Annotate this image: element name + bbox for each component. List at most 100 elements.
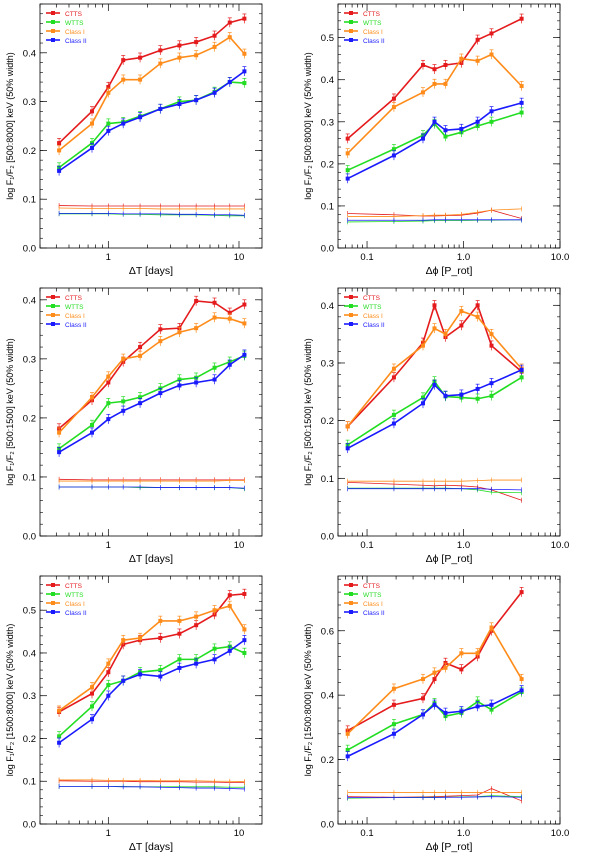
legend-marker — [51, 295, 55, 299]
legend-label: CTTS — [65, 583, 83, 590]
panel-row1-right: 0.1 1.0 10.0 0.0 0.1 0.2 0.3 0.4 0.5 Δϕ [P_rot] lo… — [303, 3, 569, 277]
y-tick-label: 0.2 — [321, 159, 334, 170]
data-point — [420, 63, 425, 67]
y-tick-label: 0.3 — [321, 358, 334, 369]
legend-marker — [51, 313, 55, 317]
plot-frame — [337, 3, 561, 249]
legend-marker — [349, 322, 353, 326]
data-point — [443, 710, 448, 715]
data-point — [345, 168, 350, 173]
series-wtts — [57, 641, 247, 790]
data-point — [459, 392, 464, 397]
data-point — [194, 298, 199, 303]
data-point — [227, 648, 232, 653]
data-point — [391, 421, 396, 426]
legend-label: Class II — [363, 38, 385, 45]
y-tick-label: 0.3 — [321, 117, 334, 128]
data-point — [242, 591, 247, 596]
x-axis-label: Δϕ [P_rot] — [426, 841, 473, 853]
x-tick-label: 1.0 — [457, 828, 470, 839]
y-tick-label: 0.0 — [23, 532, 36, 543]
data-point — [242, 81, 247, 86]
data-point — [57, 740, 62, 745]
data-point — [138, 636, 143, 640]
legend-label: WTTS — [363, 20, 382, 27]
x-tick-label: 1.0 — [457, 252, 470, 263]
legend-marker — [51, 304, 55, 308]
data-point — [459, 709, 464, 714]
legend-label: Class II — [363, 322, 385, 329]
x-tick-label: 0.1 — [360, 540, 373, 551]
data-point — [420, 696, 425, 701]
legend: CTTS WTTS Class I Class II — [344, 295, 385, 329]
data-point — [89, 704, 94, 709]
x-axis-label: Δϕ [P_rot] — [426, 553, 473, 565]
data-point — [242, 302, 247, 307]
legend-label: CTTS — [363, 583, 381, 590]
data-point — [194, 40, 199, 45]
data-point — [89, 395, 94, 400]
data-point — [106, 417, 111, 422]
data-point — [391, 702, 396, 707]
legend-marker — [51, 610, 55, 614]
series-class-i — [345, 49, 524, 219]
data-point — [489, 52, 494, 57]
data-point — [138, 77, 143, 82]
data-point — [89, 109, 94, 114]
data-point — [459, 651, 464, 656]
data-point — [194, 98, 199, 103]
data-point — [57, 450, 62, 455]
legend-marker — [349, 295, 353, 299]
baseline-line — [59, 480, 245, 482]
data-point — [489, 625, 494, 630]
y-tick-label: 0.4 — [23, 648, 36, 659]
data-point — [475, 119, 480, 124]
series-ctts — [57, 13, 247, 209]
legend-label: Class I — [363, 29, 383, 36]
data-point — [138, 401, 143, 406]
data-point — [106, 90, 111, 95]
data-point — [489, 343, 494, 348]
data-point — [475, 386, 480, 391]
series-class-i — [57, 600, 247, 785]
data-point — [57, 734, 62, 739]
legend-label: WTTS — [65, 592, 84, 599]
data-point — [158, 391, 163, 396]
data-point — [121, 77, 126, 82]
data-point — [106, 670, 111, 675]
data-point — [106, 661, 111, 666]
data-point — [391, 153, 396, 158]
data-point — [489, 31, 494, 36]
data-point — [391, 412, 396, 417]
series-class-i — [57, 32, 247, 212]
legend-marker — [51, 601, 55, 605]
data-point — [443, 81, 448, 86]
data-point — [420, 136, 425, 141]
data-point — [459, 309, 464, 314]
data-point — [121, 638, 126, 643]
data-point — [194, 326, 199, 331]
data-point — [212, 365, 217, 370]
legend-marker — [349, 610, 353, 614]
data-point — [106, 693, 111, 698]
data-point — [227, 362, 232, 367]
y-tick-label: 0.4 — [321, 301, 334, 312]
y-axis-label: log F₁/F₂ [1500:8000] keV (50% width) — [5, 624, 15, 777]
legend-label: Class I — [363, 313, 383, 320]
data-point — [89, 691, 94, 696]
y-tick-label: 0.2 — [321, 755, 334, 766]
legend-label: WTTS — [65, 304, 84, 311]
series-line — [58, 17, 245, 144]
y-tick-label: 0.4 — [23, 295, 36, 306]
data-point — [242, 16, 247, 21]
series-class-ii — [57, 66, 247, 218]
data-point — [212, 300, 217, 305]
data-point — [177, 631, 182, 636]
legend-label: CTTS — [65, 11, 83, 18]
data-point — [443, 393, 448, 398]
data-point — [212, 377, 217, 382]
data-point — [345, 731, 350, 736]
data-point — [177, 55, 182, 60]
data-point — [519, 677, 524, 682]
